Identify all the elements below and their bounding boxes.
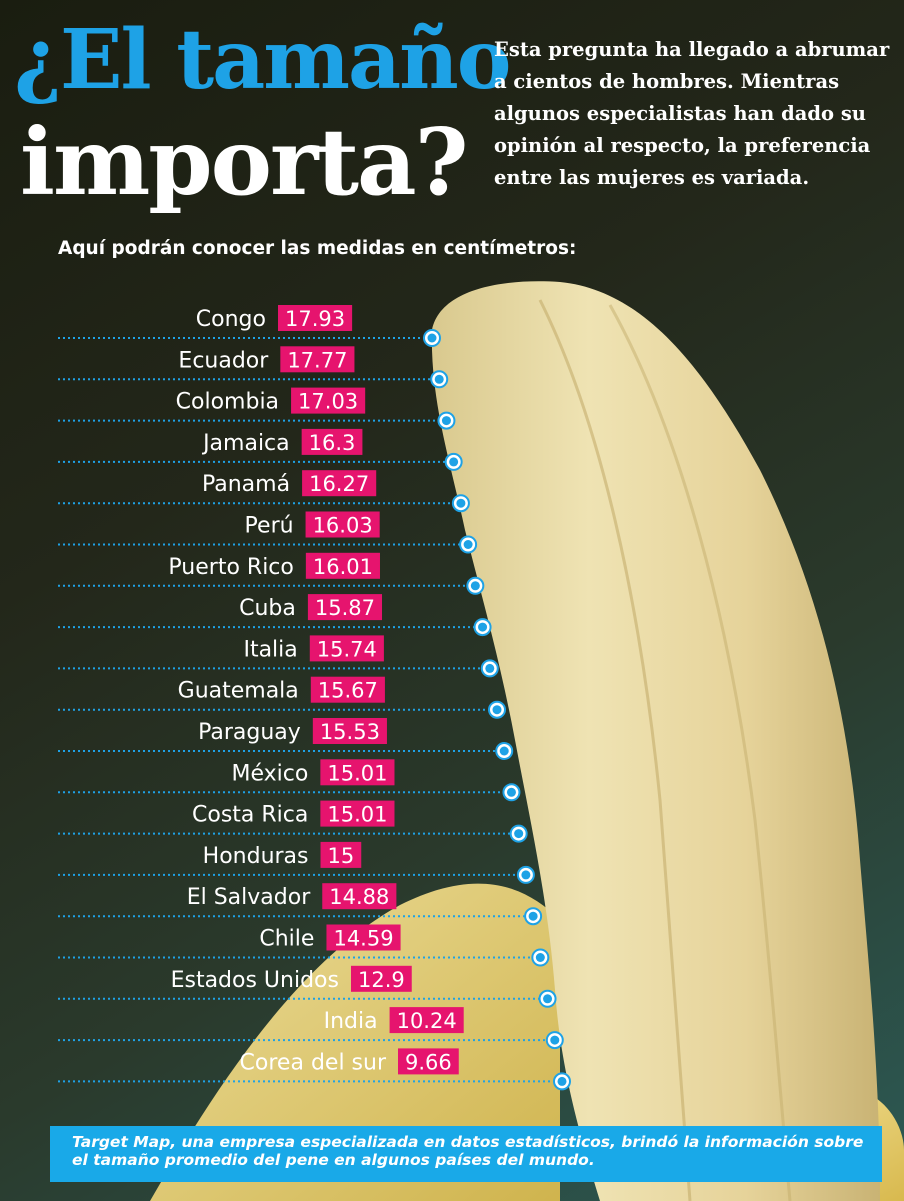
value-label: 17.93 — [285, 307, 345, 331]
value-badge — [310, 676, 385, 703]
country-label: Perú — [245, 514, 294, 539]
value-badge — [280, 346, 355, 373]
data-point-marker-core — [485, 663, 495, 673]
value-badge — [326, 924, 401, 951]
country-label: Cuba — [239, 596, 296, 621]
country-label: Estados Unidos — [171, 968, 339, 993]
data-point-marker-core — [478, 622, 488, 632]
banana-ridge-1 — [538, 299, 692, 1201]
value-label: 16.03 — [313, 514, 373, 538]
value-badge — [389, 1007, 464, 1034]
value-badge — [320, 800, 395, 827]
country-label: México — [232, 761, 309, 786]
data-point-marker-core — [499, 746, 509, 756]
country-label: El Salvador — [187, 885, 311, 910]
value-label: 16.27 — [309, 472, 369, 496]
value-label: 15.74 — [317, 637, 377, 661]
country-label: Guatemala — [178, 679, 299, 704]
value-badge — [320, 841, 362, 868]
country-label: Congo — [196, 307, 266, 332]
country-label: Paraguay — [198, 720, 301, 745]
value-badge — [305, 511, 380, 538]
country-label: Chile — [259, 927, 314, 952]
country-label: Honduras — [203, 844, 309, 869]
data-point-marker-core — [528, 911, 538, 921]
value-label: 15.67 — [318, 679, 378, 703]
country-label: Italia — [243, 637, 297, 662]
value-badge — [312, 718, 387, 744]
value-label: 16.01 — [313, 555, 373, 579]
data-point-marker-core — [557, 1076, 567, 1086]
country-label: Corea del sur — [240, 1050, 387, 1075]
value-badge — [309, 635, 384, 662]
banana-flesh — [431, 281, 880, 1201]
title-line-2: importa? — [20, 108, 468, 216]
data-point-marker-core — [456, 498, 466, 508]
value-badge — [320, 759, 395, 786]
value-label: 15.01 — [327, 803, 387, 827]
country-label: Ecuador — [178, 348, 269, 373]
data-point-marker-core — [535, 953, 545, 962]
value-label: 10.24 — [397, 1009, 457, 1033]
value-badge — [278, 305, 353, 331]
country-label: Panamá — [202, 472, 290, 497]
country-label: Puerto Rico — [168, 555, 293, 580]
value-label: 17.03 — [298, 390, 358, 414]
data-point-marker-core — [470, 581, 480, 591]
intro-paragraph: Esta pregunta ha llegado a abrumar a cie… — [494, 38, 890, 189]
value-badge — [302, 470, 377, 497]
title-line-1: ¿El tamaño — [14, 12, 511, 108]
data-point-marker-core — [514, 829, 524, 839]
data-point-marker-core — [449, 457, 459, 467]
value-badge — [301, 428, 363, 455]
country-label: Costa Rica — [192, 803, 308, 828]
value-label: 15.53 — [320, 720, 380, 744]
data-point-marker-core — [441, 416, 451, 426]
value-label: 16.3 — [309, 431, 356, 455]
country-label: Colombia — [176, 390, 279, 415]
data-point-marker-core — [521, 870, 531, 880]
value-label: 12.9 — [358, 968, 405, 992]
value-label: 15.01 — [327, 761, 387, 785]
value-label: 15.87 — [315, 596, 375, 620]
data-point-marker-core — [434, 374, 444, 384]
value-badge — [291, 387, 366, 414]
source-footer: Target Map, una empresa especializada en… — [50, 1126, 882, 1182]
data-point-marker-core — [427, 333, 437, 343]
value-label: 17.77 — [287, 348, 347, 372]
value-badge — [305, 552, 380, 579]
value-label: 14.59 — [333, 927, 393, 951]
value-badge — [350, 965, 412, 992]
country-label: Jamaica — [201, 431, 290, 456]
value-label: 15 — [328, 844, 355, 868]
value-label: 14.88 — [329, 885, 389, 909]
value-badge — [322, 883, 397, 910]
data-point-marker-core — [506, 787, 516, 797]
banana-ridge-2 — [608, 304, 792, 1201]
chart-subtitle: Aquí podrán conocer las medidas en centí… — [58, 238, 577, 259]
footer-text: Target Map, una empresa especializada en… — [72, 1133, 864, 1169]
value-badge — [398, 1048, 459, 1075]
country-label: India — [324, 1009, 378, 1034]
banana-peel-left — [150, 883, 560, 1201]
data-point-marker-core — [492, 705, 502, 715]
data-point-marker-core — [463, 540, 473, 549]
value-label: 9.66 — [405, 1050, 452, 1074]
data-point-marker-core — [543, 994, 553, 1004]
data-point-marker-core — [550, 1035, 560, 1045]
value-badge — [307, 594, 383, 621]
